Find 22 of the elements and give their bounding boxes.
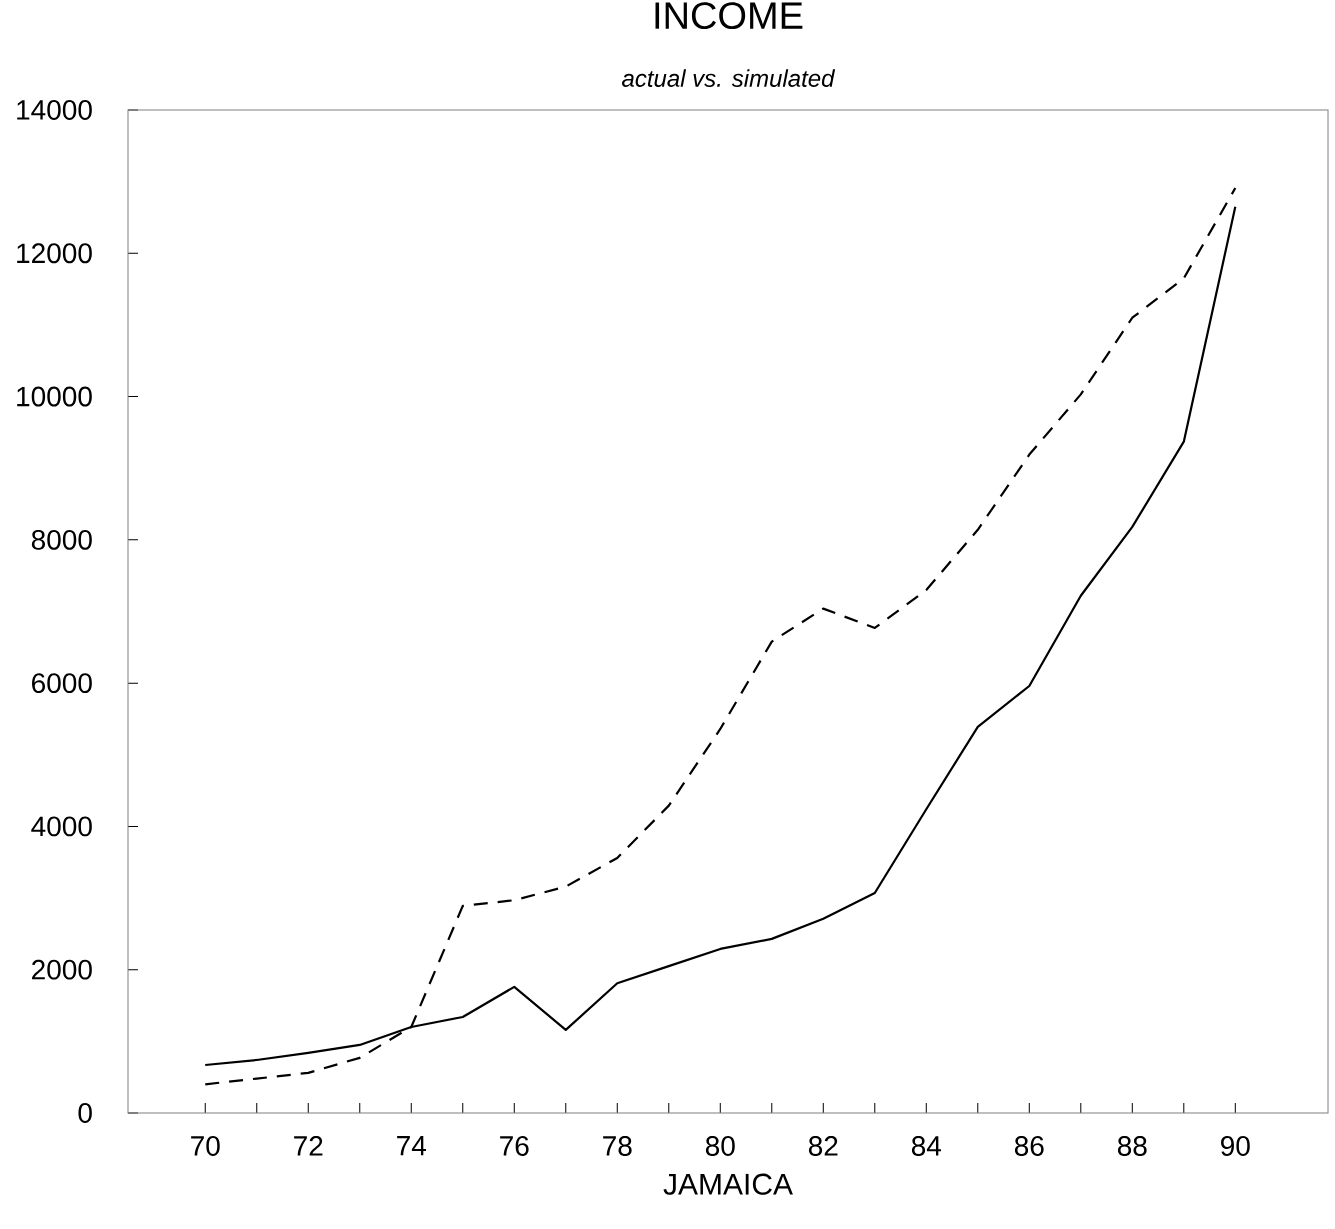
x-tick-label: 72: [294, 1136, 323, 1156]
y-tick-label: 4000: [31, 816, 92, 837]
y-tick-label: 8000: [31, 529, 92, 550]
x-tick-label: 76: [500, 1136, 529, 1156]
x-tick-label: 78: [603, 1136, 632, 1156]
x-tick-label: 70: [191, 1136, 220, 1156]
x-tick-label: 84: [911, 1136, 942, 1156]
x-tick-label: 74: [397, 1136, 426, 1156]
y-tick-label: 12000: [17, 243, 92, 264]
y-tick-label: 2000: [32, 959, 92, 980]
chart-title: INCOME: [655, 2, 803, 30]
chart-subtitle: actual vs. simulated: [622, 69, 836, 87]
y-tick-label: 0: [78, 1103, 92, 1123]
y-tick-label: 14000: [17, 100, 92, 120]
x-tick-label: 86: [1014, 1136, 1044, 1156]
x-tick-label: 82: [808, 1136, 838, 1156]
y-tick-label: 6000: [32, 673, 92, 694]
y-tick-label: 10000: [17, 386, 92, 407]
x-tick-label: 90: [1221, 1136, 1250, 1156]
x-tick-label: 88: [1117, 1136, 1147, 1156]
x-axis-title: JAMAICA: [663, 1173, 793, 1195]
x-tick-label: 80: [705, 1136, 735, 1156]
